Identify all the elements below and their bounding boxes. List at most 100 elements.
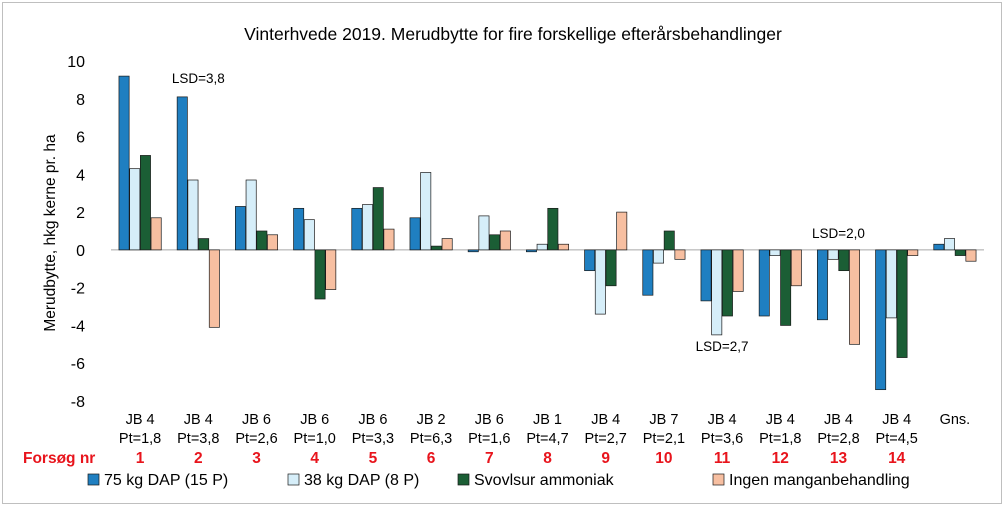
bar-2-cat-11 — [711, 249, 723, 336]
bar-2-cat-3 — [245, 179, 257, 251]
bar-3-cat-8 — [547, 207, 559, 251]
bar-3-cat-14 — [896, 249, 908, 358]
bar-2-cat-1 — [129, 168, 141, 251]
bar-3-cat-5 — [372, 187, 384, 251]
bar-3-cat-12 — [780, 249, 792, 326]
trial-number: 9 — [601, 450, 610, 467]
bar-4-cat-10 — [674, 249, 686, 260]
x-tick-soil: JB 6 — [242, 412, 271, 428]
y-axis-label: Merudbytte, hkg kerne pr. ha — [42, 134, 59, 332]
bar-4-cat-3 — [267, 234, 279, 251]
chart-title: Vinterhvede 2019. Merudbytte for fire fo… — [244, 24, 782, 44]
bar-2-cat-14 — [885, 249, 897, 319]
bar-3-cat-7 — [489, 234, 501, 251]
bar-2-cat-8 — [536, 243, 548, 251]
bar-3-cat-4 — [314, 249, 326, 300]
legend-swatch-1 — [87, 473, 100, 486]
bar-2-cat-13 — [827, 249, 839, 260]
x-tick-soil: JB 2 — [417, 412, 446, 428]
bar-2-cat-6 — [420, 172, 432, 251]
bar-1-cat-8 — [525, 249, 537, 253]
x-tick-pt: Pt=3,6 — [701, 431, 743, 447]
x-tick-soil: JB 7 — [649, 412, 678, 428]
bar-1-cat-11 — [700, 249, 712, 302]
legend-label-4: Ingen manganbehandling — [729, 472, 910, 489]
y-tick-label: 0 — [76, 243, 85, 260]
trial-number: 3 — [252, 450, 261, 467]
trial-number: 5 — [369, 450, 378, 467]
bar-1-cat-6 — [409, 217, 421, 251]
bar-2-cat-4 — [303, 219, 315, 251]
bar-2-cat-7 — [478, 215, 490, 251]
bar-2-cat-5 — [362, 204, 374, 251]
x-tick-soil: JB 4 — [882, 412, 911, 428]
bar-2-cat-15 — [944, 238, 956, 251]
plot-area: 10 8 6 4 2 0 -2 -4 -6 -8 JB 4 Pt=1,8 1 JB 4 Pt=3,8 2 JB … — [23, 54, 984, 467]
trial-row-label: Forsøg nr — [23, 450, 95, 467]
bar-3-cat-13 — [838, 249, 850, 272]
y-tick-label: 4 — [76, 167, 85, 184]
y-tick-label: 8 — [76, 92, 85, 109]
bar-2-cat-12 — [769, 249, 781, 256]
bar-3-cat-1 — [140, 155, 151, 251]
lsd-annotation: LSD=3,8 — [172, 71, 225, 86]
bar-2-cat-10 — [653, 249, 665, 264]
legend-swatch-4 — [712, 473, 725, 486]
x-tick-soil: JB 4 — [126, 412, 155, 428]
trial-number: 1 — [136, 450, 145, 467]
trial-number: 12 — [772, 450, 789, 467]
x-tick-soil: JB 4 — [708, 412, 737, 428]
bar-4-cat-13 — [849, 249, 861, 345]
lsd-annotation: LSD=2,7 — [696, 339, 749, 354]
x-tick-soil: JB 6 — [300, 412, 329, 428]
bar-chart: Vinterhvede 2019. Merudbytte for fire fo… — [23, 24, 984, 489]
x-tick-pt: Pt=4,7 — [526, 431, 568, 447]
x-tick-pt: Pt=4,5 — [876, 431, 918, 447]
bar-1-cat-4 — [293, 207, 305, 251]
lsd-annotation: LSD=2,0 — [812, 226, 865, 241]
y-tick-label: -6 — [71, 356, 85, 373]
bar-1-cat-14 — [875, 249, 887, 391]
bar-1-cat-9 — [584, 249, 596, 272]
legend-swatch-3 — [457, 473, 470, 486]
bar-4-cat-2 — [208, 249, 220, 328]
bar-4-cat-8 — [558, 243, 570, 251]
x-tick-pt: Pt=1,6 — [468, 431, 510, 447]
x-tick-pt: Pt=2,1 — [643, 431, 685, 447]
bar-4-cat-9 — [616, 211, 628, 251]
x-tick-soil: Gns. — [940, 412, 971, 428]
legend-swatch-2 — [287, 473, 300, 486]
x-tick-pt: Pt=2,8 — [817, 431, 859, 447]
bar-4-cat-11 — [732, 249, 744, 292]
legend-label-1: 75 kg DAP (15 P) — [104, 472, 228, 489]
bar-3-cat-2 — [198, 238, 210, 251]
bar-4-cat-12 — [790, 249, 802, 287]
x-tick-pt: Pt=1,8 — [119, 431, 161, 447]
y-tick-label: 6 — [76, 130, 85, 147]
trial-number: 2 — [194, 450, 203, 467]
bar-1-cat-7 — [467, 249, 479, 253]
bar-4-cat-15 — [965, 249, 977, 262]
legend-label-2: 38 kg DAP (8 P) — [304, 472, 419, 489]
x-tick-pt: Pt=2,7 — [585, 431, 627, 447]
bar-3-cat-10 — [663, 230, 675, 251]
bar-1-cat-5 — [351, 207, 363, 251]
trial-number: 4 — [310, 450, 319, 467]
x-tick-pt: Pt=3,8 — [177, 431, 219, 447]
legend-label-3: Svovlsur ammoniak — [474, 472, 615, 489]
x-tick-soil: JB 4 — [184, 412, 213, 428]
trial-number: 7 — [485, 450, 494, 467]
bar-4-cat-4 — [325, 249, 337, 290]
trial-number: 13 — [830, 450, 848, 467]
x-tick-pt: Pt=2,6 — [235, 431, 277, 447]
bar-1-cat-15 — [933, 243, 945, 251]
bar-4-cat-5 — [383, 228, 395, 251]
x-tick-pt: Pt=6,3 — [410, 431, 452, 447]
y-tick-label: 2 — [76, 205, 85, 222]
bar-4-cat-14 — [907, 249, 919, 256]
bar-1-cat-13 — [816, 249, 828, 321]
y-tick-label: -2 — [71, 281, 85, 298]
x-tick-pt: Pt=3,3 — [352, 431, 394, 447]
x-tick-soil: JB 6 — [358, 412, 387, 428]
